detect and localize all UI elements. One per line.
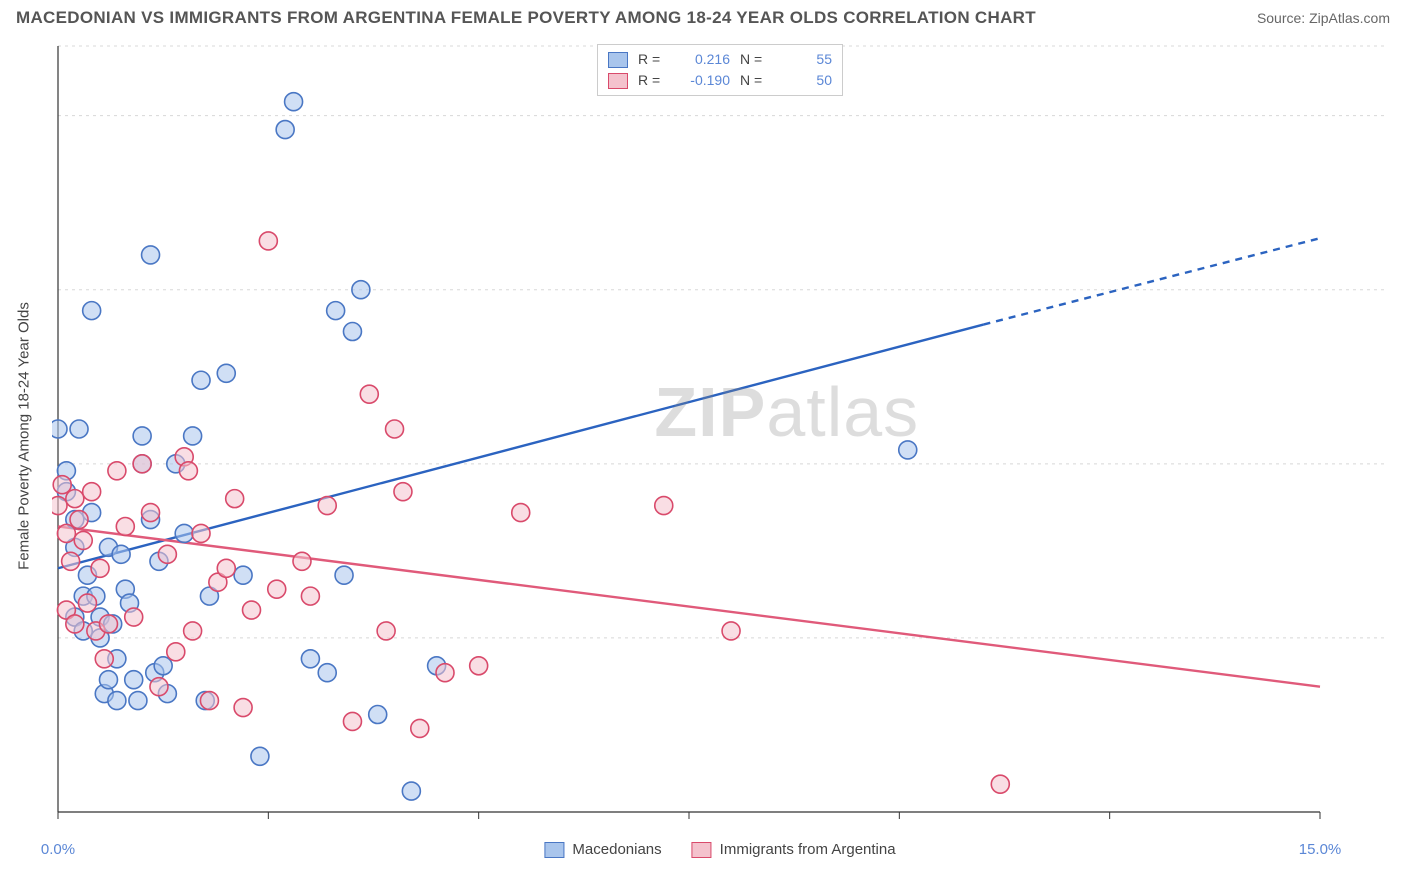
y-axis-label: Female Poverty Among 18-24 Year Olds <box>16 302 33 570</box>
legend-stat-row: R =0.216 N =55 <box>608 49 832 70</box>
x-tick-label: 15.0% <box>1299 841 1342 858</box>
legend-stat-row: R =-0.190 N =50 <box>608 70 832 91</box>
legend-series-item: Immigrants from Argentina <box>692 841 896 858</box>
correlation-legend: R =0.216 N =55 R =-0.190 N =50 <box>597 44 843 96</box>
legend-series-item: Macedonians <box>544 841 661 858</box>
chart-container: Female Poverty Among 18-24 Year Olds R =… <box>52 42 1388 830</box>
chart-title: MACEDONIAN VS IMMIGRANTS FROM ARGENTINA … <box>16 8 1036 28</box>
series-legend: Macedonians Immigrants from Argentina <box>544 841 895 858</box>
scatter-plot <box>52 42 1388 830</box>
source-attribution: Source: ZipAtlas.com <box>1257 10 1390 26</box>
x-tick-label: 0.0% <box>41 841 75 858</box>
